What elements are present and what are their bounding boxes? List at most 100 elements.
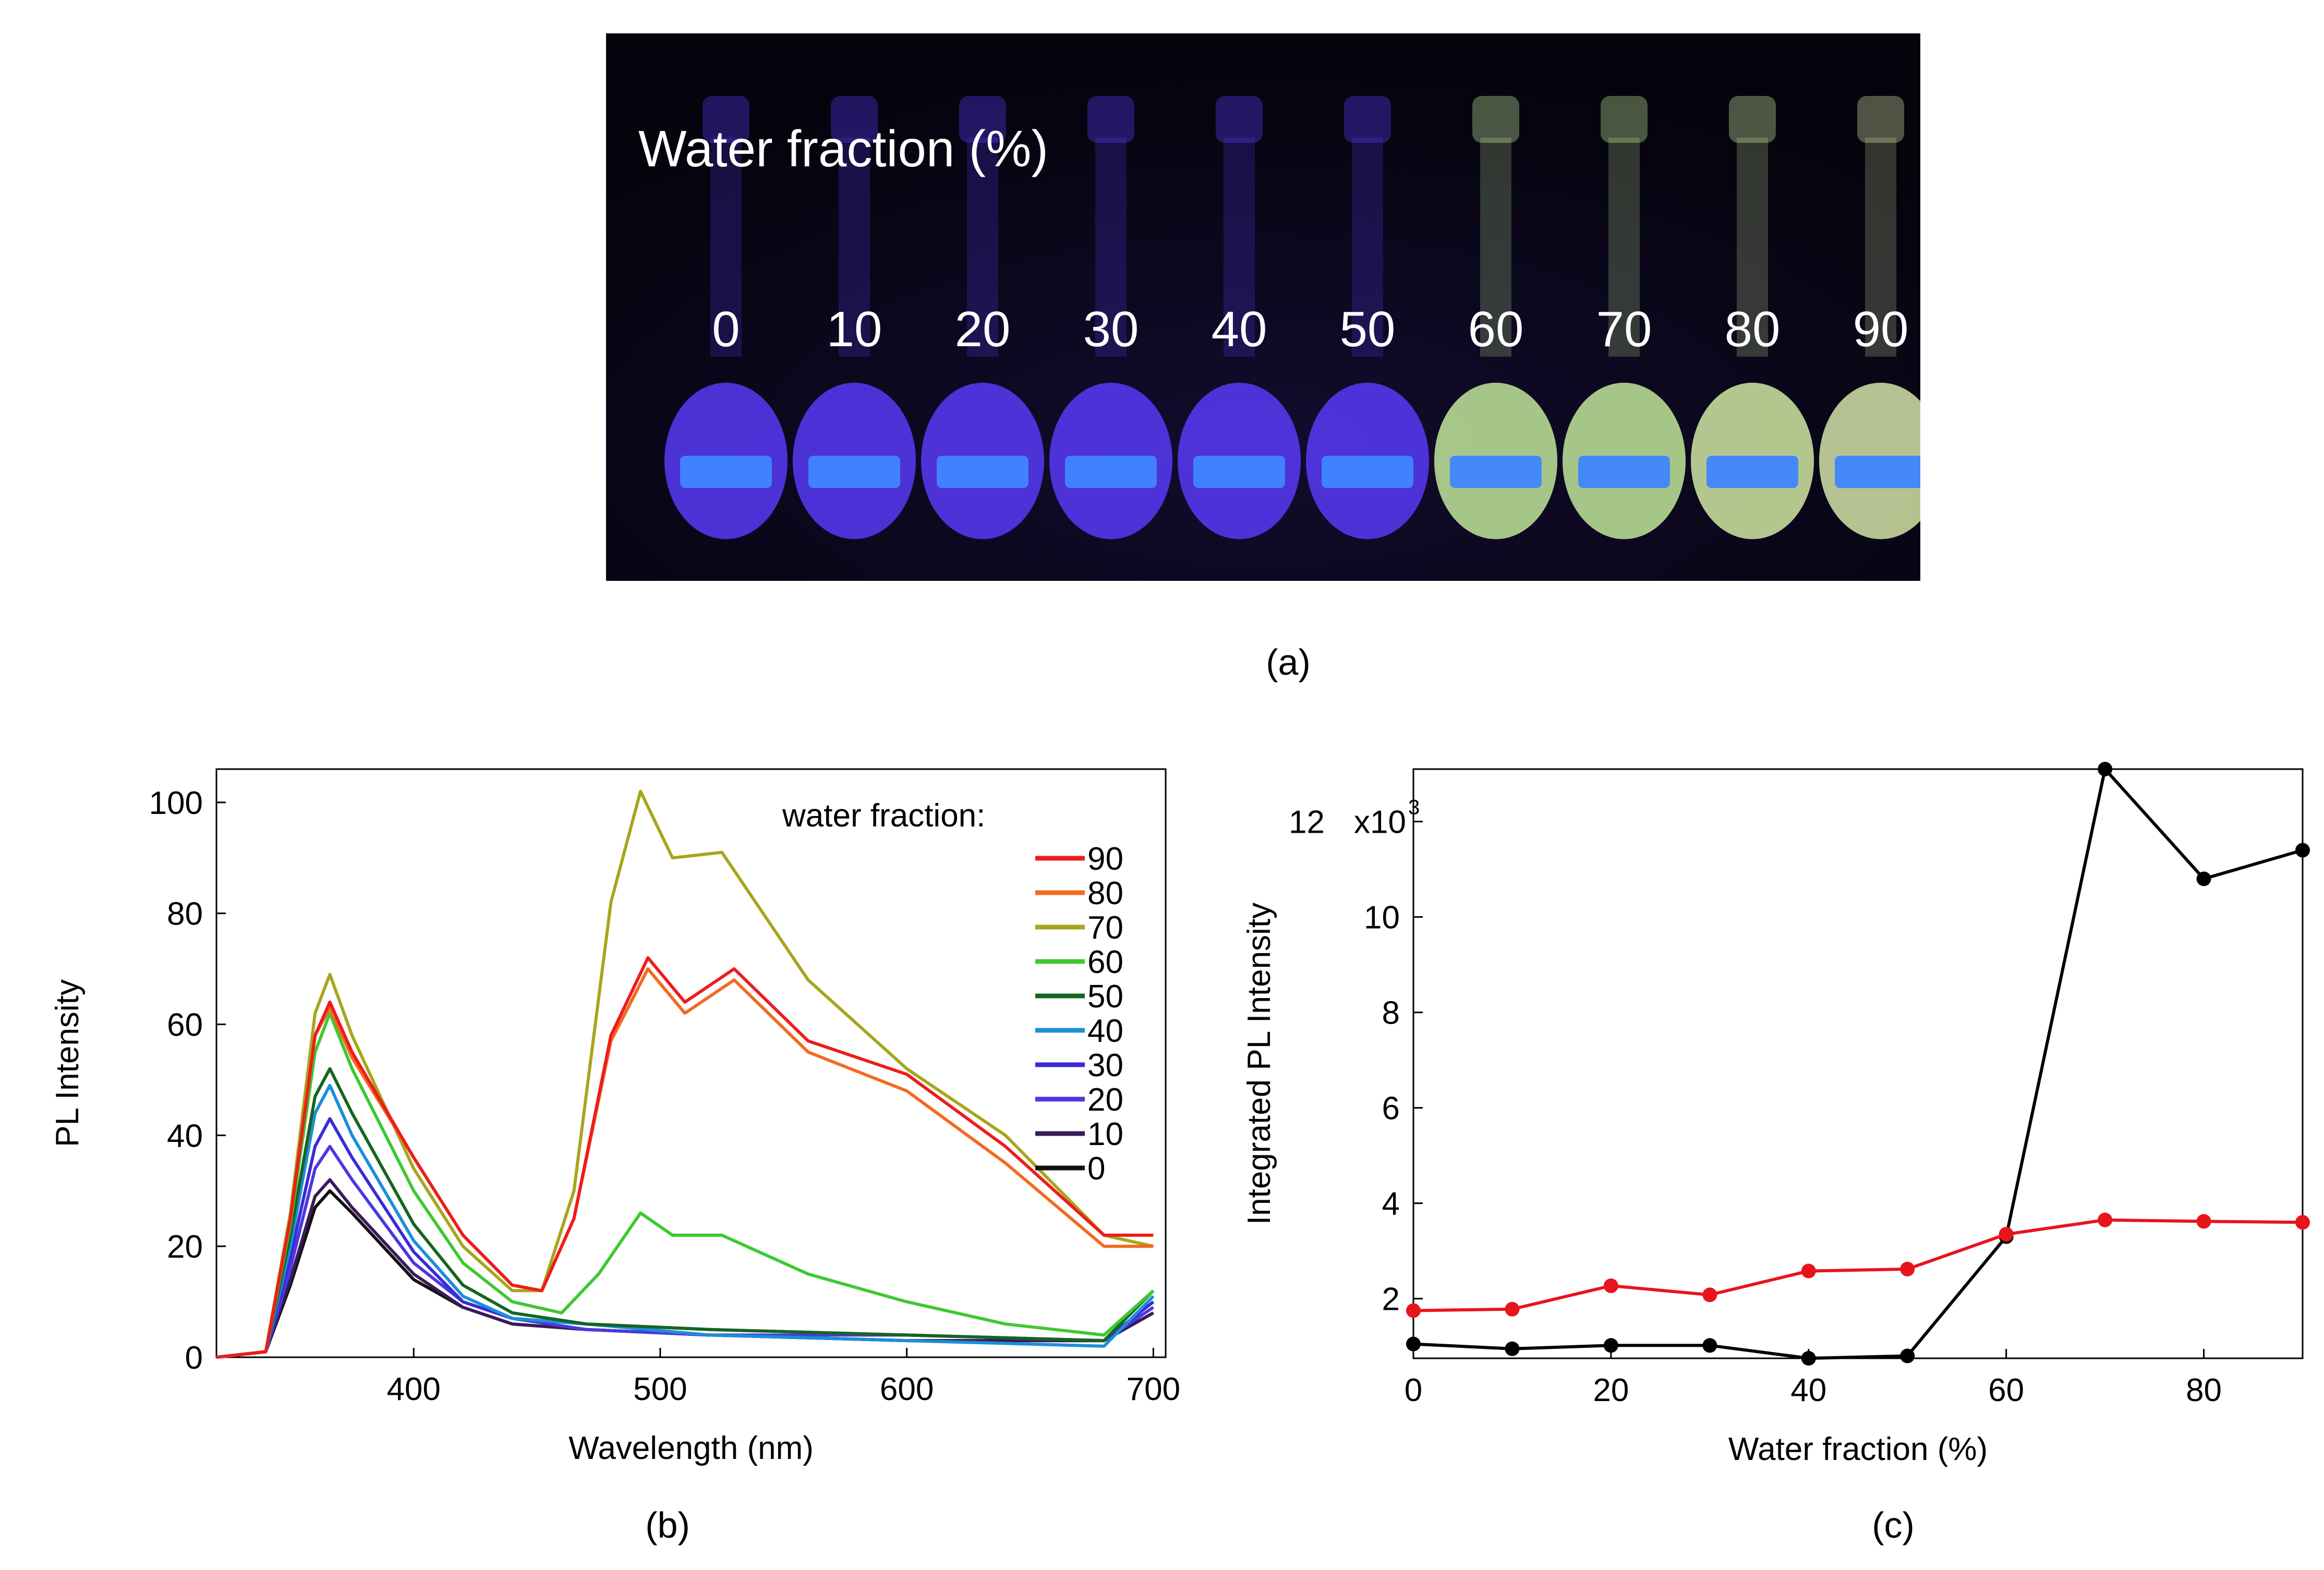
data-point-black	[2295, 843, 2310, 858]
vial-label-sticker	[1322, 456, 1413, 488]
data-point-black	[1900, 1348, 1915, 1364]
y-tick-label: 12	[1289, 805, 1325, 841]
legend-label-60: 60	[1087, 944, 1123, 980]
data-point-red	[2295, 1215, 2310, 1230]
y-tick-label: 8	[1382, 995, 1400, 1031]
y-tick-label: 20	[167, 1229, 203, 1265]
vial-80	[1691, 96, 1814, 539]
fraction-label: 40	[1212, 301, 1267, 357]
plot-frame	[215, 768, 1167, 1358]
x-tick-label: 700	[1127, 1371, 1180, 1407]
y-axis-label: PL Intensity	[50, 979, 86, 1147]
vial-40	[1178, 96, 1301, 539]
series-line-40	[216, 1084, 1155, 1359]
fraction-labels: 0 10 20 30 40 50 60 70 80 90	[712, 301, 1908, 357]
y-tick-label: 2	[1382, 1282, 1400, 1318]
legend-label-30: 30	[1087, 1048, 1123, 1084]
vial-20	[921, 96, 1044, 539]
legend-label-40: 40	[1087, 1013, 1123, 1049]
vial-label-sticker	[1578, 456, 1670, 488]
vial-10	[793, 96, 916, 539]
vial-90	[1819, 96, 1920, 539]
series-line-10	[216, 1178, 1154, 1359]
vial-label-sticker	[808, 456, 900, 488]
y-multiplier-exponent: 3	[1408, 796, 1420, 819]
fraction-label: 50	[1340, 301, 1396, 357]
vial-60	[1434, 96, 1557, 539]
photo-title: Water fraction (%)	[638, 120, 1048, 177]
series-line-red	[1413, 1218, 2303, 1312]
series-line-70	[216, 789, 1154, 1359]
vial-label-sticker	[1193, 456, 1285, 488]
fraction-label: 90	[1853, 301, 1909, 357]
data-point-black	[1603, 1338, 1618, 1353]
vial-group	[664, 96, 1920, 539]
data-point-red	[1406, 1303, 1421, 1318]
x-tick-label: 20	[1593, 1372, 1629, 1408]
vial-50	[1306, 96, 1429, 539]
y-multiplier: x10	[1354, 805, 1406, 841]
data-point-red	[1505, 1301, 1520, 1317]
x-tick-label: 40	[1790, 1372, 1826, 1408]
legend-label-50: 50	[1087, 979, 1123, 1015]
y-tick-label: 10	[1364, 900, 1400, 936]
y-tick-label: 6	[1382, 1091, 1400, 1127]
legend-label-80: 80	[1087, 875, 1123, 911]
fraction-label: 70	[1596, 301, 1652, 357]
caption-a: (a)	[1266, 642, 1311, 683]
caption-c: (c)	[1872, 1505, 1915, 1545]
series-line-50	[216, 1067, 1155, 1359]
data-point-red	[1999, 1227, 2014, 1242]
fraction-label: 20	[955, 301, 1011, 357]
x-tick-label: 0	[1405, 1372, 1422, 1408]
legend-label-0: 0	[1087, 1151, 1105, 1187]
data-point-red	[1603, 1278, 1618, 1293]
vial-label-sticker	[937, 456, 1028, 488]
vial-label-sticker	[1450, 456, 1542, 488]
vial-label-sticker	[680, 456, 772, 488]
legend-label-10: 10	[1087, 1116, 1123, 1152]
vial-0	[664, 96, 788, 539]
fraction-label: 60	[1468, 301, 1524, 357]
y-tick-label: 60	[167, 1007, 203, 1043]
y-tick-label: 80	[167, 896, 203, 932]
data-point-black	[2098, 762, 2113, 776]
legend-title: water fraction:	[782, 798, 985, 834]
y-tick-label: 100	[149, 785, 203, 821]
series-line-black	[1413, 768, 2303, 1360]
chart-c: 0 20 40 60 80 2 4 6 8 10 12 x10 3 Water fraction (%) I…	[1241, 762, 2310, 1467]
legend-label-20: 20	[1087, 1082, 1123, 1118]
data-point-black	[2196, 871, 2211, 886]
x-tick-label: 600	[880, 1371, 934, 1407]
data-point-black	[1505, 1341, 1520, 1356]
vial-70	[1563, 96, 1686, 539]
data-point-red	[1702, 1287, 1717, 1303]
vial-30	[1049, 96, 1172, 539]
x-tick-label: 400	[386, 1371, 440, 1407]
data-point-red	[1801, 1263, 1816, 1279]
y-tick-label: 0	[185, 1340, 203, 1376]
data-point-black	[1406, 1336, 1421, 1352]
data-point-black	[1801, 1351, 1816, 1366]
data-point-red	[2098, 1212, 2113, 1227]
fraction-label: 80	[1725, 301, 1781, 357]
fraction-label: 10	[827, 301, 882, 357]
data-point-red	[2196, 1214, 2211, 1229]
x-tick-label: 60	[1988, 1372, 2024, 1408]
y-axis-label: Integrated PL Intensity	[1241, 903, 1277, 1225]
y-tick-label: 4	[1382, 1186, 1400, 1222]
x-tick-label: 500	[633, 1371, 687, 1407]
data-point-red	[1900, 1261, 1915, 1276]
x-tick-label: 80	[2186, 1372, 2222, 1408]
vial-label-sticker	[1706, 456, 1798, 488]
legend-label-70: 70	[1087, 910, 1123, 946]
series-line-60	[216, 1012, 1155, 1359]
vial-label-sticker	[1065, 456, 1157, 488]
legend-label-90: 90	[1087, 841, 1123, 877]
vial-label-sticker	[1835, 456, 1920, 488]
fraction-label: 0	[712, 301, 740, 357]
caption-b: (b)	[645, 1505, 690, 1545]
series-line-90	[216, 956, 1154, 1359]
x-axis-label: Water fraction (%)	[1728, 1431, 1988, 1467]
